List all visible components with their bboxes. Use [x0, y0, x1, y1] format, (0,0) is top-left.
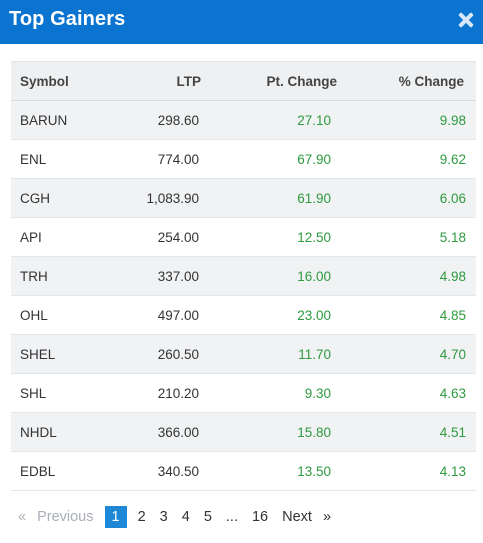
cell-ltp: 298.60: [111, 100, 211, 140]
pagination: « Previous 1 2 3 4 5 ... 16 Next »: [14, 506, 335, 528]
table-row[interactable]: NHDL 366.00 15.80 4.51: [11, 412, 476, 452]
cell-pct-change: 4.51: [343, 412, 476, 452]
cell-pt-change: 15.80: [211, 412, 343, 452]
cell-pct-change: 4.70: [343, 334, 476, 374]
page-button-4[interactable]: 4: [181, 509, 190, 525]
cell-symbol[interactable]: NHDL: [11, 412, 111, 452]
gainers-table: Symbol LTP Pt. Change % Change BARUN 298…: [11, 61, 476, 491]
cell-symbol[interactable]: SHEL: [11, 334, 111, 374]
cell-pt-change: 27.10: [211, 100, 343, 140]
table-row[interactable]: TRH 337.00 16.00 4.98: [11, 256, 476, 296]
column-header-symbol[interactable]: Symbol: [11, 61, 111, 101]
page-button-3[interactable]: 3: [159, 509, 168, 525]
cell-ltp: 340.50: [111, 451, 211, 491]
table-row[interactable]: OHL 497.00 23.00 4.85: [11, 295, 476, 335]
page-button-2[interactable]: 2: [137, 509, 146, 525]
cell-ltp: 774.00: [111, 139, 211, 179]
cell-ltp: 366.00: [111, 412, 211, 452]
table-row[interactable]: SHEL 260.50 11.70 4.70: [11, 334, 476, 374]
cell-ltp: 254.00: [111, 217, 211, 257]
next-button[interactable]: Next: [282, 509, 312, 525]
next-arrow-icon[interactable]: »: [322, 509, 332, 525]
modal-title: Top Gainers: [9, 7, 126, 30]
cell-pct-change: 5.18: [343, 217, 476, 257]
column-header-pct-change[interactable]: % Change: [343, 61, 476, 101]
page-button-5[interactable]: 5: [203, 509, 212, 525]
table-row[interactable]: BARUN 298.60 27.10 9.98: [11, 100, 476, 140]
cell-pt-change: 9.30: [211, 373, 343, 413]
column-header-pt-change[interactable]: Pt. Change: [211, 61, 343, 101]
prev-arrow-icon[interactable]: «: [18, 509, 27, 525]
table-header-row: Symbol LTP Pt. Change % Change: [11, 61, 476, 101]
table-header: Symbol LTP Pt. Change % Change: [11, 61, 476, 101]
cell-symbol[interactable]: BARUN: [11, 100, 111, 140]
cell-symbol[interactable]: TRH: [11, 256, 111, 296]
gainers-table-container: Symbol LTP Pt. Change % Change BARUN 298…: [11, 61, 476, 491]
cell-symbol[interactable]: OHL: [11, 295, 111, 335]
cell-pct-change: 9.62: [343, 139, 476, 179]
table-row[interactable]: ENL 774.00 67.90 9.62: [11, 139, 476, 179]
cell-symbol[interactable]: SHL: [11, 373, 111, 413]
cell-symbol[interactable]: ENL: [11, 139, 111, 179]
cell-pt-change: 13.50: [211, 451, 343, 491]
previous-button[interactable]: Previous: [37, 509, 94, 525]
table-row[interactable]: SHL 210.20 9.30 4.63: [11, 373, 476, 413]
cell-pct-change: 6.06: [343, 178, 476, 218]
table-row[interactable]: EDBL 340.50 13.50 4.13: [11, 451, 476, 491]
cell-pct-change: 4.98: [343, 256, 476, 296]
cell-pt-change: 12.50: [211, 217, 343, 257]
cell-ltp: 260.50: [111, 334, 211, 374]
cell-ltp: 1,083.90: [111, 178, 211, 218]
cell-pt-change: 16.00: [211, 256, 343, 296]
pagination-ellipsis: ...: [225, 509, 238, 525]
page-button-1[interactable]: 1: [104, 506, 127, 528]
cell-symbol[interactable]: API: [11, 217, 111, 257]
cell-pct-change: 9.98: [343, 100, 476, 140]
cell-pct-change: 4.13: [343, 451, 476, 491]
cell-ltp: 497.00: [111, 295, 211, 335]
table-row[interactable]: CGH 1,083.90 61.90 6.06: [11, 178, 476, 218]
cell-ltp: 337.00: [111, 256, 211, 296]
modal-header: Top Gainers: [0, 0, 483, 44]
cell-symbol[interactable]: EDBL: [11, 451, 111, 491]
cell-pt-change: 67.90: [211, 139, 343, 179]
table-body: BARUN 298.60 27.10 9.98 ENL 774.00 67.90…: [11, 100, 476, 491]
cell-pt-change: 23.00: [211, 295, 343, 335]
close-icon[interactable]: [457, 11, 475, 29]
column-header-ltp[interactable]: LTP: [111, 61, 211, 101]
table-row[interactable]: API 254.00 12.50 5.18: [11, 217, 476, 257]
cell-symbol[interactable]: CGH: [11, 178, 111, 218]
cell-pct-change: 4.63: [343, 373, 476, 413]
cell-pt-change: 11.70: [211, 334, 343, 374]
cell-ltp: 210.20: [111, 373, 211, 413]
cell-pct-change: 4.85: [343, 295, 476, 335]
page-button-16[interactable]: 16: [251, 509, 269, 525]
cell-pt-change: 61.90: [211, 178, 343, 218]
